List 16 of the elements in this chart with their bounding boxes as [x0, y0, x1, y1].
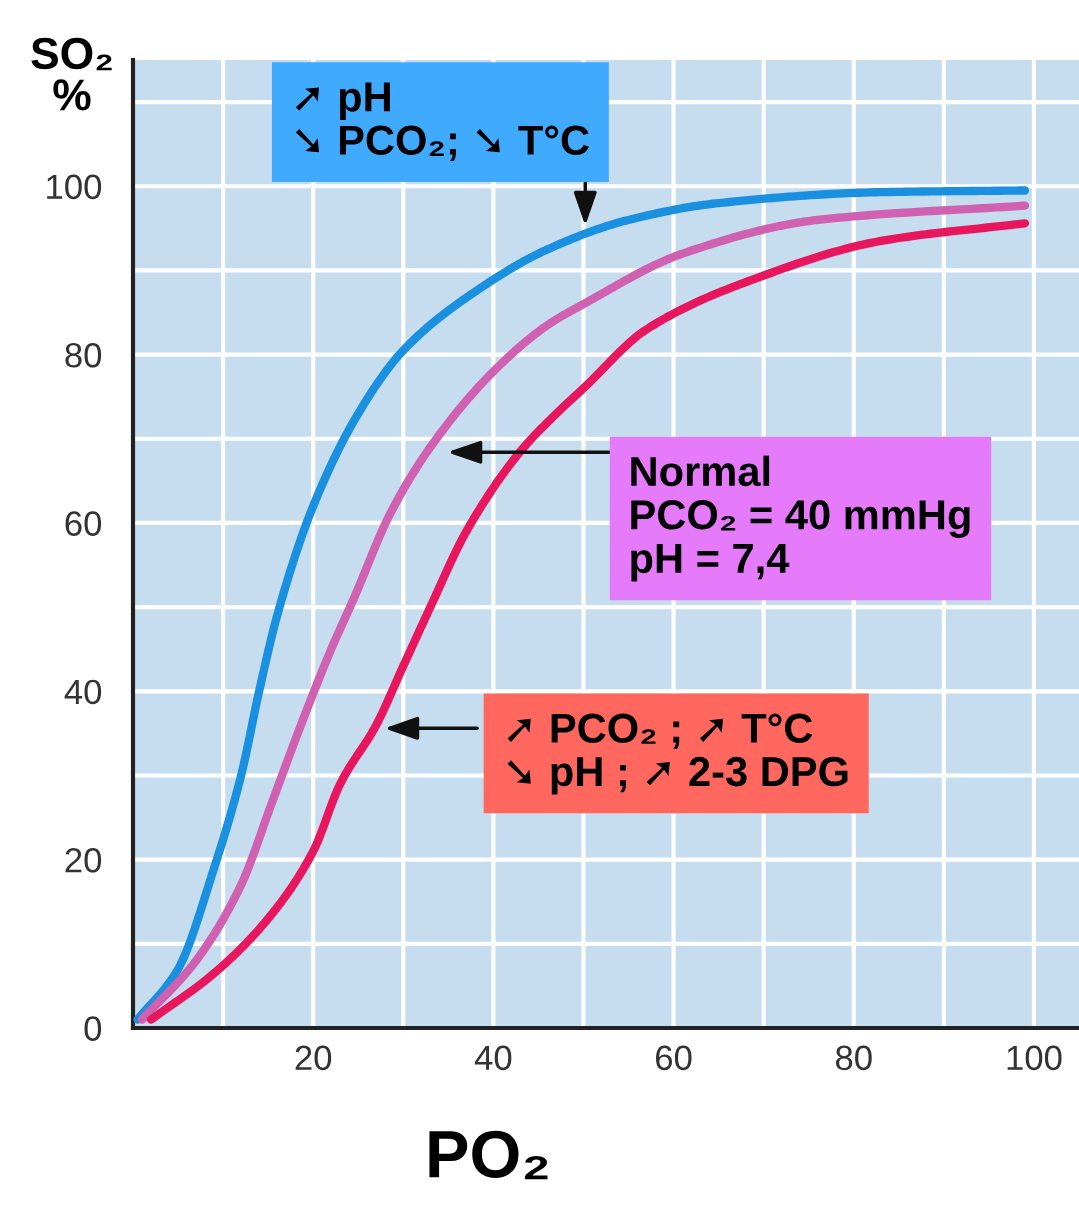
y-tick-label: 20	[65, 847, 102, 873]
x-tick-label: 40	[474, 1045, 512, 1071]
y-axis-title: SO₂ %	[31, 37, 112, 111]
y-tick-label: 40	[64, 679, 102, 705]
x-tick-label: 80	[835, 1045, 872, 1071]
x-tick-label: 60	[656, 1045, 692, 1071]
annotation: Normal PCO₂ = 40 mmHg pH = 7,4	[631, 455, 970, 582]
y-tick-label: 0	[84, 1016, 102, 1041]
y-tick-label: 100	[47, 174, 102, 200]
y-tick-label: 80	[65, 342, 102, 368]
x-axis-title: PO₂	[429, 1130, 548, 1180]
annotation: ➚ pH ➘ PCO₂; ➘ T°C	[295, 82, 589, 162]
x-tick-label: 20	[295, 1045, 332, 1071]
y-tick-label: 60	[65, 511, 102, 536]
x-tick-label: 100	[1007, 1045, 1062, 1071]
annotation: ➚ PCO₂ ; ➚ T°C ➘ pH ; ➚ 2-3 DPG	[507, 713, 848, 795]
